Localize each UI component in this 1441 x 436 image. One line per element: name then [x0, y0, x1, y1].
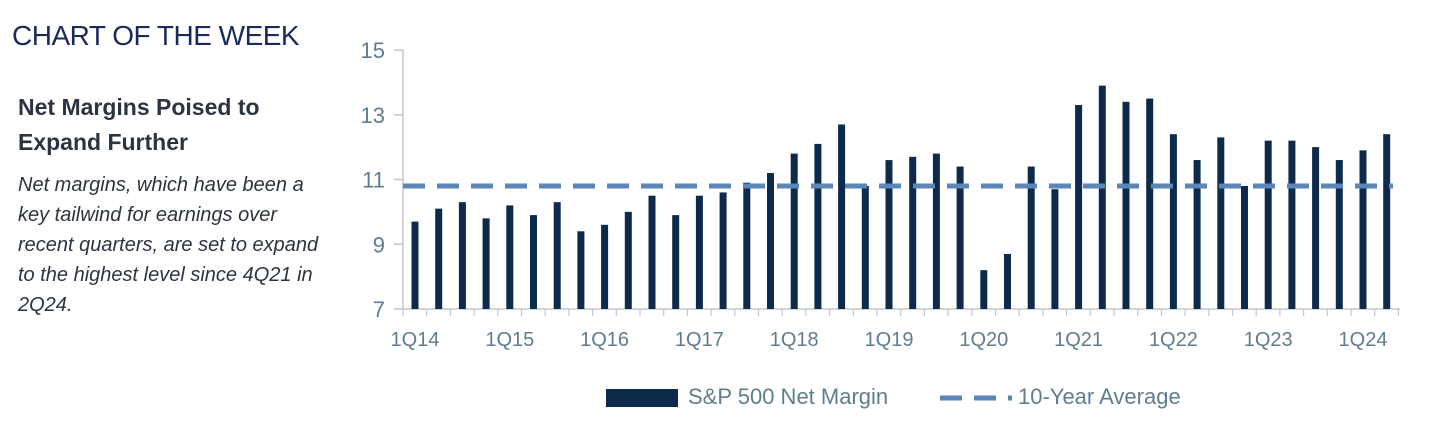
- legend-label-net-margin: S&P 500 Net Margin: [688, 384, 888, 409]
- bar-1Q18: [790, 153, 798, 309]
- bar-3Q18: [838, 124, 846, 310]
- bar-1Q16: [601, 224, 609, 309]
- bar-1Q20: [980, 270, 988, 309]
- bar-1Q17: [695, 195, 703, 309]
- bar-3Q14: [458, 202, 466, 309]
- x-tick-label: 1Q16: [580, 329, 629, 351]
- x-tick-label: 1Q15: [485, 329, 534, 351]
- legend-swatch-bar: [606, 389, 678, 407]
- bar-4Q23: [1335, 160, 1343, 309]
- bar-3Q21: [1122, 101, 1130, 309]
- bar-2Q24: [1383, 134, 1391, 309]
- x-axis-ticks: 1Q14 1Q15 1Q16 1Q17 1Q18 1Q19 1Q20 1Q21 1Q22 1Q23…: [391, 309, 1400, 351]
- page-title: CHART OF THE WEEK: [12, 20, 300, 51]
- bar-1Q23: [1264, 140, 1272, 309]
- bar-4Q20: [1051, 189, 1059, 309]
- bar-4Q22: [1241, 185, 1248, 309]
- y-tick-label: 7: [373, 297, 385, 322]
- bar-2Q23: [1288, 140, 1296, 309]
- bar-2Q19: [909, 156, 917, 309]
- bar-2Q17: [719, 192, 727, 309]
- bar-4Q17: [767, 173, 774, 309]
- legend-label-average: 10-Year Average: [1018, 384, 1181, 409]
- bar-3Q15: [553, 202, 561, 309]
- bar-4Q15: [577, 231, 585, 309]
- x-tick-label: 1Q18: [770, 329, 819, 351]
- bar-4Q19: [956, 166, 964, 309]
- bar-3Q22: [1217, 137, 1225, 309]
- x-tick-label: 1Q20: [959, 329, 1008, 351]
- bar-4Q14: [482, 218, 490, 309]
- y-tick-label: 13: [361, 103, 385, 128]
- x-tick-label: 1Q14: [391, 329, 440, 351]
- x-tick-label: 1Q24: [1339, 329, 1388, 351]
- chart-subtitle: Net margins, which have been a key tailw…: [18, 174, 319, 316]
- bar-3Q23: [1312, 147, 1320, 309]
- bar-1Q24: [1359, 150, 1367, 309]
- bar-2Q16: [624, 211, 632, 309]
- bar-3Q19: [932, 153, 940, 309]
- chart-title: Net Margins Poised to Expand Further: [18, 94, 260, 155]
- y-tick-label: 9: [373, 232, 385, 257]
- bar-2Q14: [435, 208, 443, 309]
- bar-1Q21: [1075, 105, 1083, 309]
- legend: S&P 500 Net Margin 10-Year Average: [606, 384, 1181, 409]
- bar-3Q16: [648, 195, 656, 309]
- bar-2Q18: [814, 143, 822, 309]
- bar-3Q20: [1027, 166, 1035, 309]
- y-tick-label: 11: [362, 168, 385, 193]
- bar-4Q18: [861, 185, 869, 309]
- bar-1Q19: [885, 160, 893, 309]
- bar-series: [411, 85, 1391, 310]
- y-axis-ticks: 7 9 11 13 15: [361, 38, 403, 322]
- x-tick-label: 1Q21: [1054, 329, 1103, 351]
- x-tick-label: 1Q23: [1244, 329, 1293, 351]
- bar-2Q20: [1004, 253, 1011, 309]
- bar-2Q22: [1193, 160, 1201, 309]
- bar-2Q15: [530, 215, 537, 309]
- x-tick-label: 1Q17: [675, 329, 724, 351]
- bar-2Q21: [1098, 85, 1106, 309]
- bar-1Q22: [1169, 134, 1177, 309]
- x-tick-label: 1Q22: [1149, 329, 1198, 351]
- bar-1Q15: [506, 205, 514, 309]
- bar-1Q14: [411, 221, 419, 309]
- bar-3Q17: [743, 182, 751, 309]
- x-tick-label: 1Q19: [865, 329, 914, 351]
- bar-4Q16: [672, 215, 680, 309]
- bar-4Q21: [1146, 98, 1154, 309]
- y-tick-label: 15: [361, 38, 385, 63]
